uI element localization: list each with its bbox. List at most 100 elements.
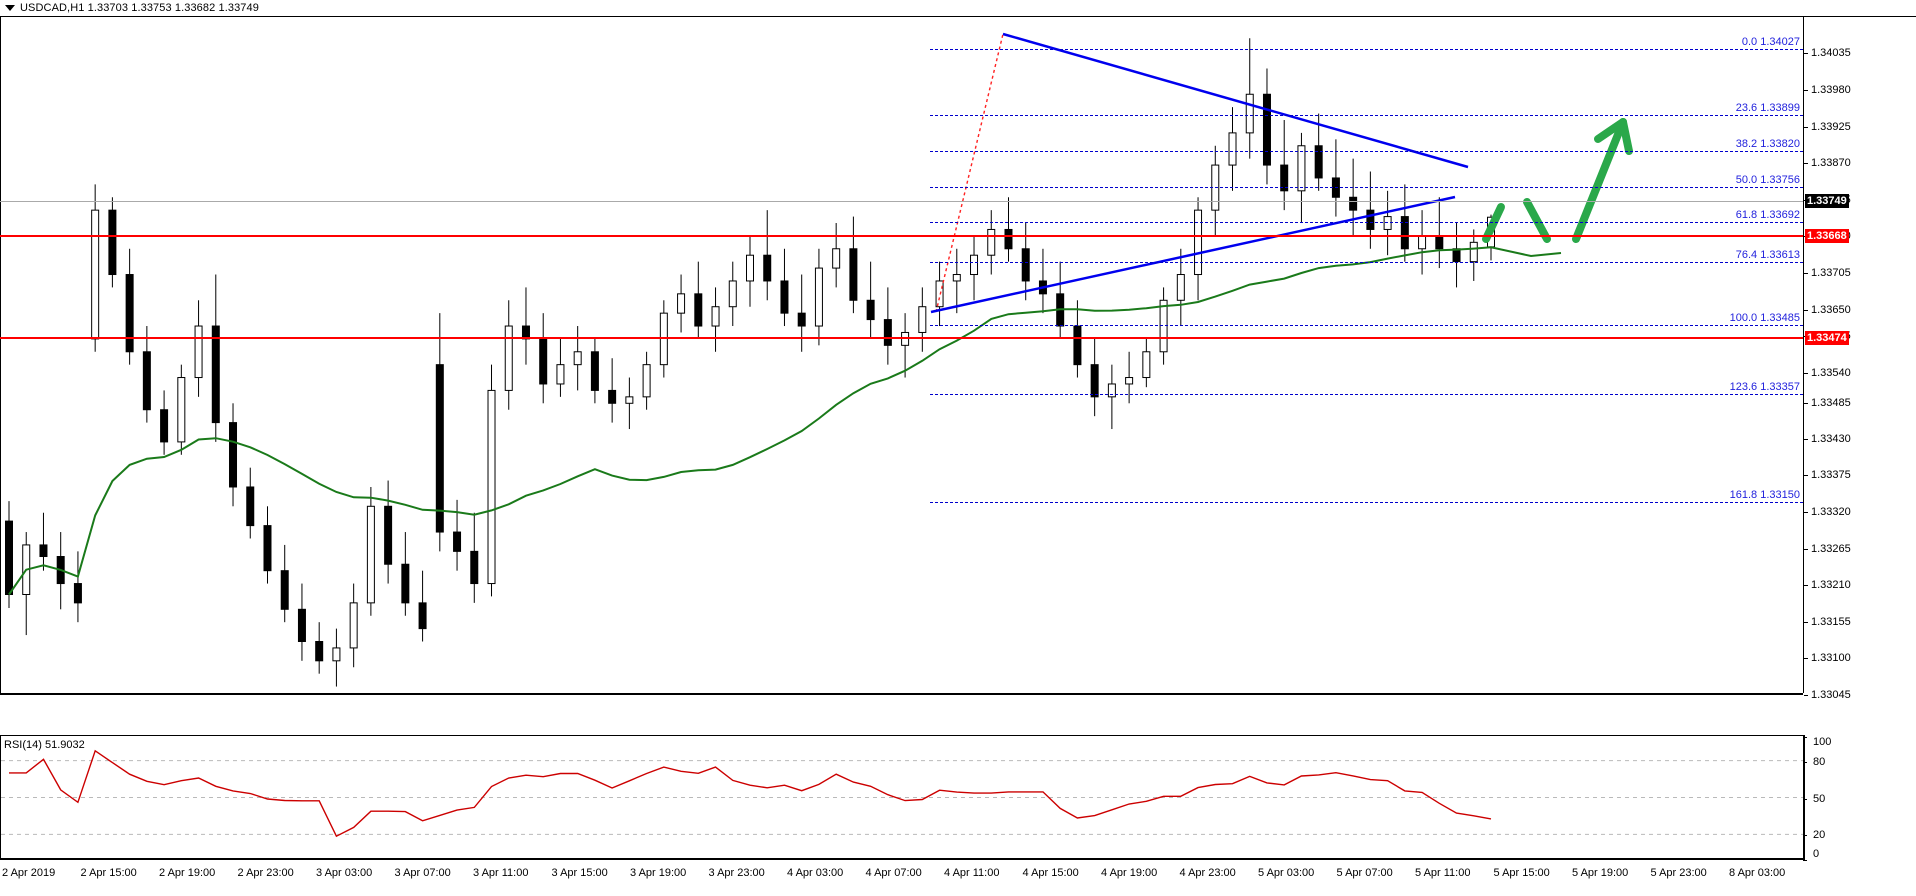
fibonacci-level-label: 161.8 1.33150 bbox=[1729, 489, 1800, 501]
rsi-indicator-pane[interactable] bbox=[0, 735, 1803, 860]
candlestick bbox=[418, 602, 427, 630]
candlestick bbox=[711, 306, 720, 327]
candlestick bbox=[39, 544, 48, 558]
time-axis-label: 2 Apr 23:00 bbox=[237, 867, 294, 879]
triangle-down-icon[interactable] bbox=[5, 5, 15, 11]
rsi-line bbox=[9, 749, 1492, 838]
time-axis-label: 2 Apr 2019 bbox=[2, 867, 56, 879]
price-axis-label: 1.33045 bbox=[1811, 689, 1851, 701]
fibonacci-level-label: 76.4 1.33613 bbox=[1735, 249, 1800, 261]
rsi-axis-tick bbox=[1803, 737, 1807, 738]
time-axis-label: 3 Apr 23:00 bbox=[708, 867, 765, 879]
fibonacci-level-line bbox=[930, 151, 1803, 152]
price-axis-tick bbox=[1804, 310, 1808, 311]
candlestick bbox=[573, 351, 582, 366]
support-resistance-line[interactable] bbox=[0, 337, 1803, 339]
price-chart-pane[interactable] bbox=[0, 17, 1803, 693]
rsi-axis-label: 0 bbox=[1813, 848, 1820, 860]
candlestick bbox=[539, 338, 548, 385]
candlestick bbox=[797, 312, 806, 327]
candlestick bbox=[91, 209, 100, 340]
candlestick bbox=[1228, 132, 1237, 166]
price-axis-label: 1.33265 bbox=[1811, 543, 1851, 555]
fibonacci-level-line bbox=[930, 115, 1803, 116]
candlestick bbox=[263, 525, 272, 572]
candlestick bbox=[194, 325, 203, 379]
rsi-axis-label: 80 bbox=[1813, 755, 1826, 768]
price-axis-tick bbox=[1804, 585, 1808, 586]
price-axis-tick bbox=[1804, 163, 1808, 164]
impulse-projection-line bbox=[935, 33, 1004, 313]
level-price-tag: 1.33474 bbox=[1805, 331, 1849, 345]
moving-average-line bbox=[8, 246, 1562, 596]
candlestick bbox=[1056, 293, 1065, 327]
current-price-line bbox=[0, 201, 1803, 202]
candlestick bbox=[866, 299, 875, 321]
candlestick bbox=[349, 602, 358, 649]
candlestick bbox=[366, 505, 375, 604]
price-axis-tick bbox=[1804, 439, 1808, 440]
fibonacci-level-line bbox=[930, 49, 1803, 50]
time-axis-label: 4 Apr 11:00 bbox=[944, 867, 1000, 879]
forecast-arrow-segment bbox=[1619, 118, 1633, 155]
candlestick bbox=[1262, 93, 1271, 166]
forecast-arrow-segment bbox=[1594, 118, 1627, 143]
price-axis-label: 1.33430 bbox=[1811, 433, 1851, 445]
price-axis-label: 1.33540 bbox=[1811, 367, 1851, 379]
fibonacci-level-line bbox=[930, 187, 1803, 188]
candlestick bbox=[125, 274, 134, 353]
fibonacci-level-label: 23.6 1.33899 bbox=[1735, 102, 1800, 114]
support-resistance-line[interactable] bbox=[0, 235, 1803, 237]
candlestick bbox=[22, 544, 31, 595]
candlestick bbox=[1125, 377, 1134, 385]
price-axis-label: 1.33155 bbox=[1811, 616, 1851, 628]
candlestick bbox=[1159, 299, 1168, 353]
candlestick bbox=[1418, 235, 1427, 250]
time-axis-label: 3 Apr 15:00 bbox=[551, 867, 608, 879]
price-axis-label: 1.34035 bbox=[1811, 47, 1851, 59]
candlestick bbox=[332, 647, 341, 662]
candlestick bbox=[1452, 248, 1461, 263]
rsi-canvas bbox=[1, 749, 1803, 838]
candlestick bbox=[918, 306, 927, 333]
rsi-axis: 100 80 50 20 0 bbox=[1803, 735, 1916, 861]
candlestick bbox=[5, 520, 13, 595]
triangle-upper-trendline[interactable] bbox=[1002, 32, 1469, 169]
candlestick bbox=[487, 389, 496, 585]
candlestick bbox=[1004, 228, 1013, 250]
rsi-axis-label: 100 bbox=[1813, 736, 1832, 748]
fibonacci-level-label: 50.0 1.33756 bbox=[1735, 174, 1800, 186]
fibonacci-level-label: 100.0 1.33485 bbox=[1729, 312, 1800, 324]
candlestick bbox=[1297, 145, 1306, 192]
candlestick bbox=[556, 364, 565, 385]
time-axis-label: 4 Apr 15:00 bbox=[1022, 867, 1079, 879]
candlestick bbox=[177, 377, 186, 443]
fibonacci-level-label: 0.0 1.34027 bbox=[1741, 36, 1800, 48]
price-axis-label: 1.33210 bbox=[1811, 579, 1851, 591]
price-axis-label: 1.33320 bbox=[1811, 506, 1851, 518]
candlestick bbox=[160, 409, 169, 443]
fibonacci-level-label: 38.2 1.33820 bbox=[1735, 138, 1800, 150]
rsi-axis-tick bbox=[1803, 835, 1807, 837]
candlestick bbox=[1073, 325, 1082, 366]
chart-header: USDCAD,H1 1.33703 1.33753 1.33682 1.3374… bbox=[0, 0, 1916, 17]
price-axis-label: 1.33650 bbox=[1811, 304, 1851, 316]
time-axis-label: 4 Apr 03:00 bbox=[787, 867, 844, 879]
candlestick bbox=[1383, 216, 1392, 230]
triangle-lower-trendline[interactable] bbox=[930, 195, 1456, 314]
fibonacci-level-label: 123.6 1.33357 bbox=[1729, 381, 1800, 393]
price-axis-tick bbox=[1804, 512, 1808, 513]
price-axis-tick bbox=[1804, 549, 1808, 550]
candlestick bbox=[1176, 274, 1185, 301]
candlestick bbox=[1245, 93, 1254, 134]
time-axis[interactable]: 2 Apr 2019 2 Apr 15:00 2 Apr 19:00 2 Apr 23… bbox=[0, 862, 1916, 896]
rsi-axis-tick bbox=[1803, 761, 1807, 763]
candlestick bbox=[1435, 235, 1444, 250]
time-axis-label: 4 Apr 19:00 bbox=[1101, 867, 1158, 879]
price-axis[interactable]: 1.340351.339801.339251.338701.338151.337… bbox=[1803, 17, 1916, 701]
rsi-axis-label: 50 bbox=[1813, 792, 1826, 805]
candlestick bbox=[470, 550, 479, 585]
fibonacci-level-line bbox=[930, 502, 1803, 503]
price-axis-tick bbox=[1804, 90, 1808, 91]
